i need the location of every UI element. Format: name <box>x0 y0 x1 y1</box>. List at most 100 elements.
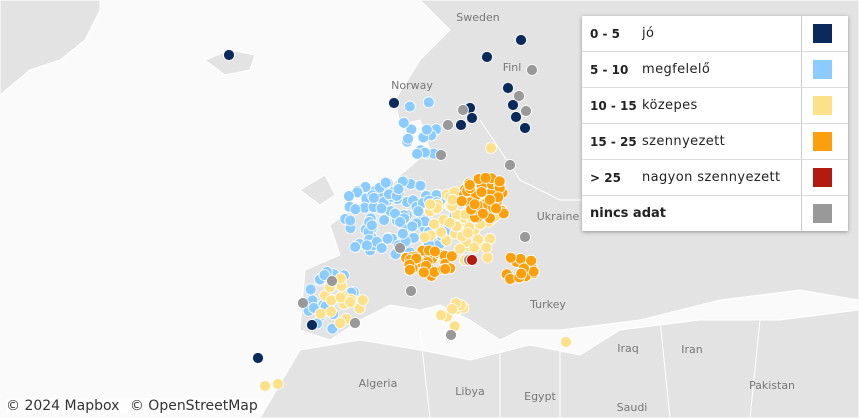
station-dot[interactable] <box>360 239 373 252</box>
station-dot[interactable] <box>429 245 441 258</box>
station-dot[interactable] <box>304 283 317 296</box>
station-dot[interactable] <box>475 186 488 198</box>
station-dot[interactable] <box>481 51 493 63</box>
station-dot[interactable] <box>417 266 430 279</box>
station-dot[interactable] <box>443 216 456 229</box>
station-dot[interactable] <box>405 285 417 297</box>
legend-label: nagyon szennyezett <box>642 170 781 185</box>
map-label: Libya <box>455 385 484 398</box>
station-dot[interactable] <box>481 251 494 264</box>
station-dot[interactable] <box>468 198 481 211</box>
station-dot[interactable] <box>418 231 431 244</box>
station-dot[interactable] <box>446 303 459 315</box>
station-dot[interactable] <box>442 119 454 131</box>
station-dot[interactable] <box>406 220 419 233</box>
station-dot[interactable] <box>343 190 355 203</box>
station-dot[interactable] <box>394 242 406 254</box>
station-dot[interactable] <box>435 226 447 239</box>
station-dot[interactable] <box>485 142 497 154</box>
station-dot[interactable] <box>513 90 525 102</box>
station-dot[interactable] <box>435 149 447 161</box>
station-dot[interactable] <box>259 380 271 392</box>
station-dot[interactable] <box>411 147 424 160</box>
station-dot[interactable] <box>424 198 437 211</box>
station-dot[interactable] <box>463 179 476 191</box>
station-dot[interactable] <box>392 183 405 195</box>
map-label: Sweden <box>456 11 499 24</box>
station-dot[interactable] <box>420 123 433 136</box>
station-dot[interactable] <box>366 219 378 232</box>
station-dot[interactable] <box>525 254 538 267</box>
station-dot[interactable] <box>344 296 357 309</box>
station-dot[interactable] <box>445 329 457 341</box>
station-dot[interactable] <box>396 227 409 240</box>
station-dot[interactable] <box>403 264 416 276</box>
station-dot[interactable] <box>394 216 406 228</box>
station-dot[interactable] <box>477 207 489 220</box>
station-dot[interactable] <box>502 82 514 94</box>
station-dot[interactable] <box>507 99 519 111</box>
map-label: Norway <box>391 79 433 92</box>
station-dot[interactable] <box>272 378 284 390</box>
station-dot[interactable] <box>223 49 235 61</box>
station-dot[interactable] <box>412 205 425 218</box>
station-dot[interactable] <box>379 176 392 189</box>
station-dot[interactable] <box>314 307 327 320</box>
station-dot[interactable] <box>504 159 516 171</box>
attribution-text[interactable]: © OpenStreetMap <box>129 398 258 414</box>
station-dot[interactable] <box>349 317 361 329</box>
station-dot[interactable] <box>455 195 468 208</box>
station-dot[interactable] <box>344 214 357 227</box>
station-dot[interactable] <box>519 231 531 243</box>
station-dot[interactable] <box>453 242 466 255</box>
station-dot[interactable] <box>510 111 522 123</box>
station-dot[interactable] <box>515 267 528 280</box>
legend-swatch-cell <box>801 160 832 195</box>
station-dot[interactable] <box>428 218 440 230</box>
station-dot[interactable] <box>306 319 318 331</box>
station-dot[interactable] <box>466 254 478 266</box>
station-dot[interactable] <box>520 105 532 117</box>
legend-range: 10 - 15 <box>590 98 637 113</box>
station-dot[interactable] <box>403 100 416 113</box>
station-dot[interactable] <box>334 317 347 330</box>
map-label: Algeria <box>359 377 398 390</box>
station-dot[interactable] <box>397 116 410 129</box>
station-dot[interactable] <box>455 119 467 131</box>
station-dot[interactable] <box>462 226 474 239</box>
station-dot[interactable] <box>504 251 517 264</box>
station-dot[interactable] <box>457 104 469 116</box>
station-dot[interactable] <box>445 250 458 263</box>
station-dot[interactable] <box>381 232 394 245</box>
station-dot[interactable] <box>480 241 493 254</box>
station-dot[interactable] <box>378 214 391 226</box>
station-dot[interactable] <box>326 275 338 287</box>
station-dot[interactable] <box>356 294 369 307</box>
station-dot[interactable] <box>468 241 481 254</box>
station-dot[interactable] <box>252 352 264 364</box>
station-dot[interactable] <box>349 203 362 216</box>
station-dot[interactable] <box>466 112 478 124</box>
station-dot[interactable] <box>414 179 427 192</box>
station-dot[interactable] <box>297 297 309 309</box>
station-dot[interactable] <box>349 241 362 253</box>
station-dot[interactable] <box>483 193 496 206</box>
station-dot[interactable] <box>490 202 502 215</box>
station-dot[interactable] <box>440 234 453 247</box>
station-dot[interactable] <box>479 171 492 184</box>
station-dot[interactable] <box>367 192 380 204</box>
station-dot[interactable] <box>375 242 388 254</box>
attribution-text[interactable]: © 2024 Mapbox <box>6 398 120 414</box>
station-dot[interactable] <box>515 34 527 46</box>
station-dot[interactable] <box>493 175 506 188</box>
station-dot[interactable] <box>439 263 452 275</box>
station-dot[interactable] <box>422 96 435 109</box>
station-dot[interactable] <box>519 122 531 134</box>
station-dot[interactable] <box>375 202 388 215</box>
station-dot[interactable] <box>526 64 538 76</box>
station-dot[interactable] <box>560 336 572 348</box>
station-dot[interactable] <box>435 309 447 322</box>
station-dot[interactable] <box>388 97 400 109</box>
station-dot[interactable] <box>402 132 414 145</box>
station-dot[interactable] <box>325 305 337 318</box>
